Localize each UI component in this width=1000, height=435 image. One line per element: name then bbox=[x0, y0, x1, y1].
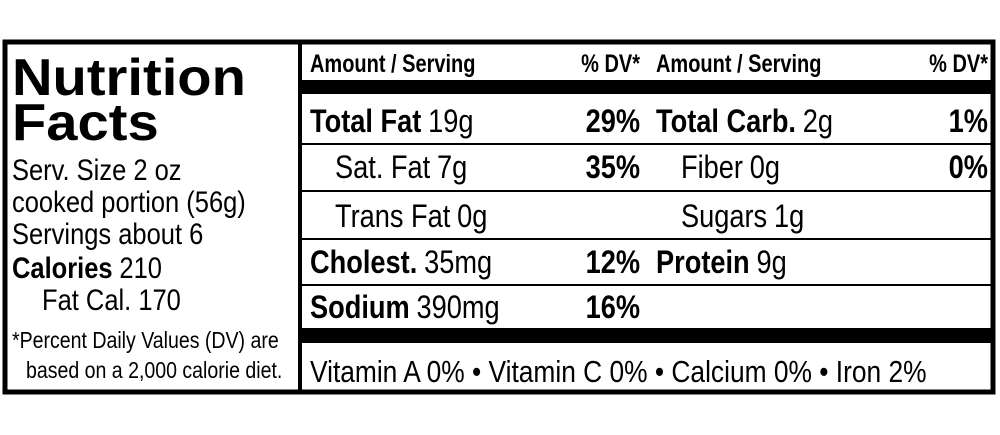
nutrient-row: Sugars 1g bbox=[681, 199, 804, 235]
nutrient-dv: 1% bbox=[949, 104, 988, 140]
thick-bar bbox=[300, 80, 993, 94]
servings: Servings about 6 bbox=[12, 217, 203, 250]
footnote: *Percent Daily Values (DV) are bbox=[12, 328, 279, 354]
calories-value: 210 bbox=[119, 251, 162, 284]
footnote: based on a 2,000 calorie diet. bbox=[26, 358, 282, 384]
nutrient-row: Trans Fat 0g bbox=[335, 199, 487, 235]
header-dv: % DV* bbox=[581, 50, 640, 78]
nutrient-name: Cholest. bbox=[310, 245, 417, 281]
serving-size-detail: cooked portion (56g) bbox=[12, 185, 246, 218]
nutrient-dv: 16% bbox=[586, 290, 640, 326]
nutrient-name: Protein bbox=[656, 245, 750, 281]
nutrient-amount: 7g bbox=[437, 150, 467, 186]
nutrient-row: Total Fat 19g bbox=[310, 104, 473, 140]
nutrient-row: Cholest. 35mg bbox=[310, 245, 492, 281]
nutrient-name: Sat. Fat bbox=[335, 150, 431, 186]
nutrient-name: Sodium bbox=[310, 290, 410, 326]
nutrient-name: Total Fat bbox=[310, 104, 421, 140]
nutrient-row: Total Carb. 2g bbox=[656, 104, 833, 140]
nutrient-amount: 2g bbox=[803, 104, 833, 140]
nutrient-amount: 35mg bbox=[424, 245, 492, 281]
fat-calories: Fat Cal. 170 bbox=[42, 283, 181, 316]
nutrient-dv: 12% bbox=[586, 245, 640, 281]
nutrient-dv: 0% bbox=[949, 150, 988, 186]
nutrient-name: Fiber bbox=[681, 150, 743, 186]
nutrient-dv: 29% bbox=[586, 104, 640, 140]
nutrient-name: Trans Fat bbox=[335, 199, 451, 235]
nutrient-name: Total Carb. bbox=[656, 104, 796, 140]
nutrient-amount: 1g bbox=[774, 199, 804, 235]
serving-size: Serv. Size 2 oz bbox=[12, 153, 182, 186]
border bbox=[2, 39, 996, 395]
nutrient-row: Fiber 0g bbox=[681, 150, 780, 186]
thick-bar bbox=[300, 328, 993, 343]
nutrient-amount: 9g bbox=[756, 245, 786, 281]
nutrient-amount: 0g bbox=[457, 199, 487, 235]
header-amount: Amount / Serving bbox=[656, 50, 821, 78]
nutrient-amount: 19g bbox=[428, 104, 473, 140]
nutrient-amount: 0g bbox=[750, 150, 780, 186]
nutrient-row: Protein 9g bbox=[656, 245, 787, 281]
nutrient-dv: 35% bbox=[586, 150, 640, 186]
calories-label: Calories bbox=[12, 251, 113, 284]
nutrient-name: Sugars bbox=[681, 199, 767, 235]
header-dv: % DV* bbox=[929, 50, 988, 78]
title: Facts bbox=[12, 94, 159, 152]
header-amount: Amount / Serving bbox=[310, 50, 475, 78]
calories-line: Calories 210 bbox=[12, 251, 162, 284]
nutrient-row: Sat. Fat 7g bbox=[335, 150, 467, 186]
nutrient-amount: 390mg bbox=[417, 290, 500, 326]
vitamins: Vitamin A 0% • Vitamin C 0% • Calcium 0%… bbox=[310, 355, 927, 389]
title: Nutrition bbox=[12, 49, 246, 107]
nutrient-row: Sodium 390mg bbox=[310, 290, 500, 326]
